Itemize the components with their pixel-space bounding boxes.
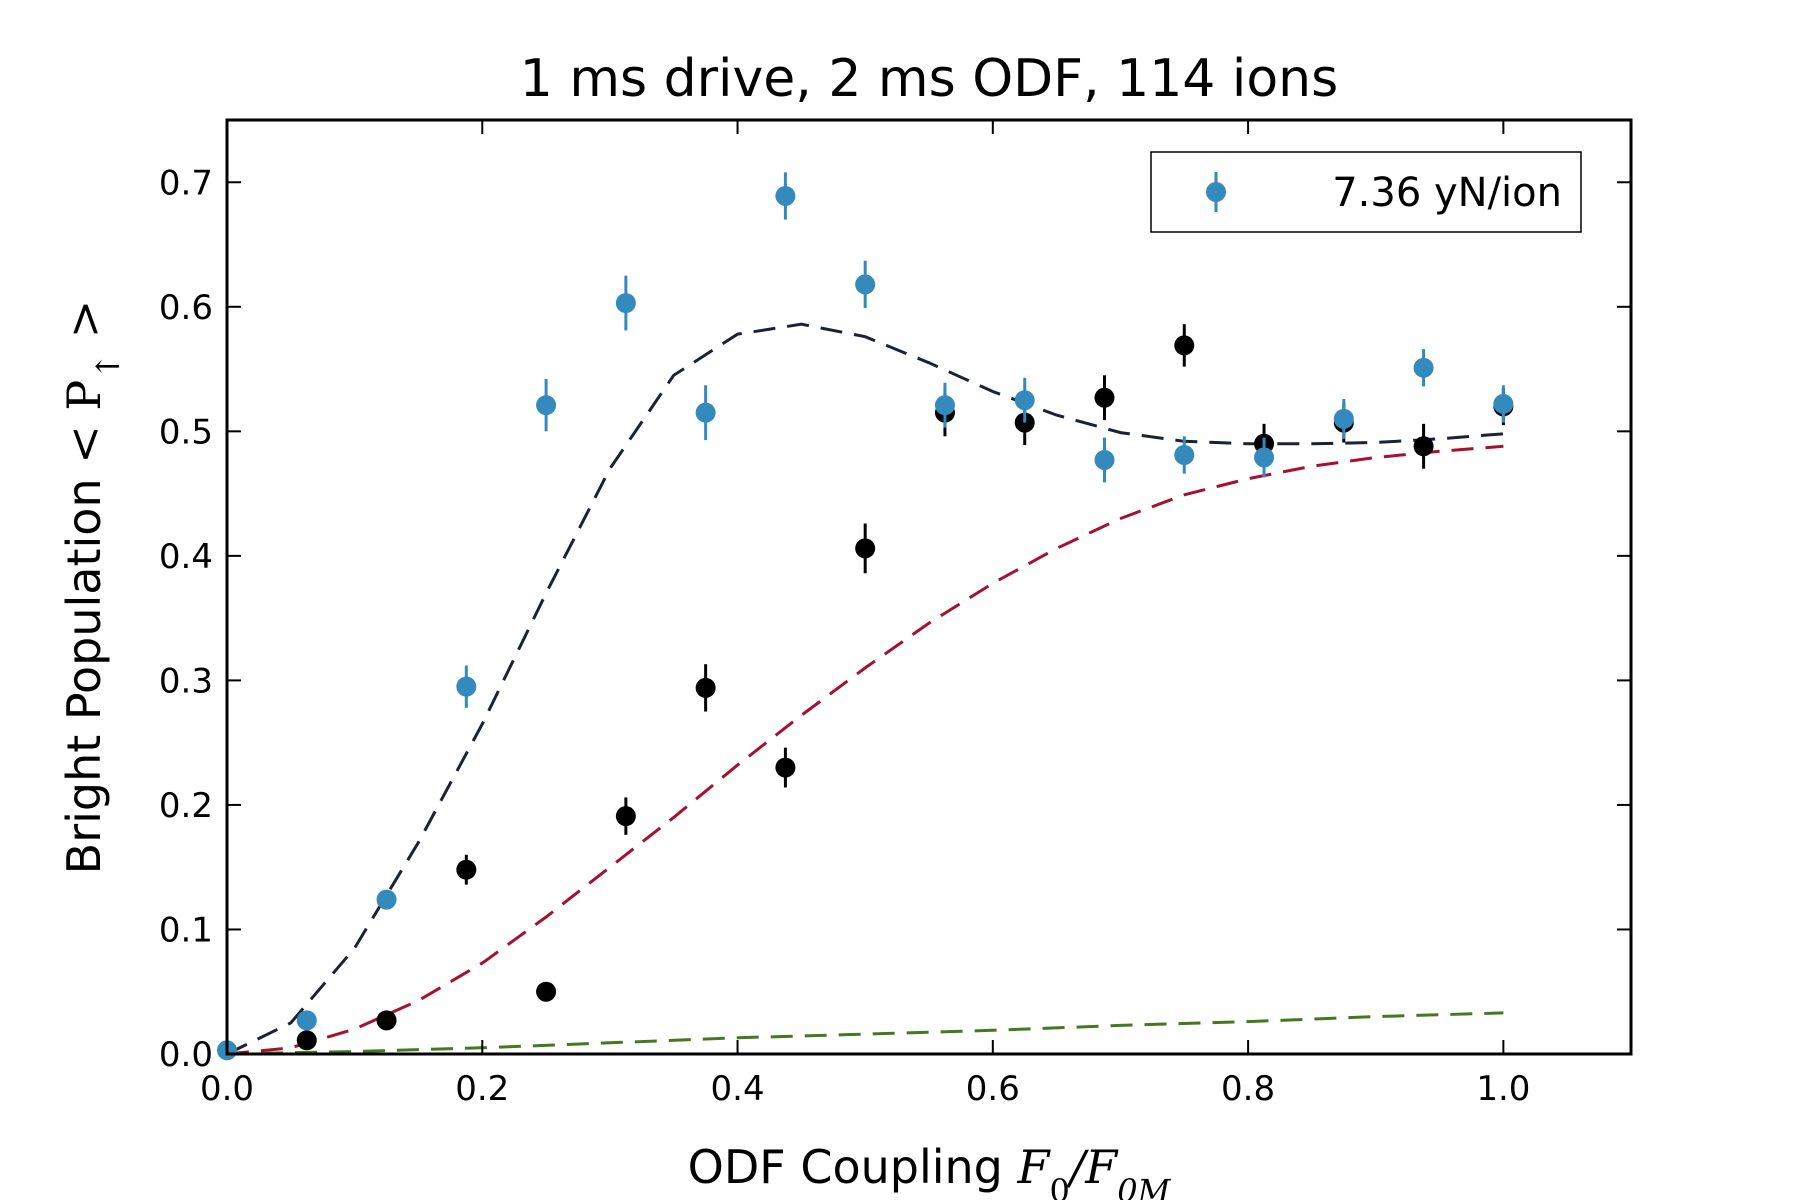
x-tick-label: 0.0: [200, 1069, 254, 1109]
data-point: [376, 889, 397, 910]
data-point: [855, 274, 876, 295]
data-point: [536, 981, 557, 1002]
fit-curve-3: [226, 444, 1504, 1056]
y-tick-label: 0.7: [159, 163, 213, 203]
data-point: [456, 859, 477, 880]
data-point: [536, 395, 557, 416]
y-tick-label: 0.5: [159, 412, 213, 452]
data-point: [1493, 393, 1514, 414]
data-point: [775, 185, 796, 206]
data-point: [296, 1030, 317, 1051]
data-point: [934, 395, 955, 416]
data-point: [1174, 444, 1195, 465]
x-axis-label-math: F0/F0M: [1017, 1140, 1172, 1200]
x-tick-label: 0.2: [455, 1069, 509, 1109]
data-point: [376, 1010, 397, 1031]
y-tick-label: 0.3: [159, 661, 213, 701]
chart-title: 1 ms drive, 2 ms ODF, 114 ions: [520, 49, 1338, 109]
legend-label: 7.36 yN/ion: [1332, 170, 1562, 216]
data-point: [855, 538, 876, 559]
data-point: [296, 1010, 317, 1031]
x-tick-label: 0.4: [711, 1069, 765, 1109]
data-point: [695, 402, 716, 423]
y-tick-label: 0.6: [159, 288, 213, 328]
data-point: [775, 757, 796, 778]
fit-curve-2: [226, 322, 1504, 1056]
axis-ticks: 0.0 0.2 0.4 0.6 0.8 1.0 0.0 0.1 0.2 0.3 0.4 0.5 0.6 0…: [159, 120, 1631, 1109]
legend-marker: [1206, 182, 1226, 202]
plot-frame: [225, 118, 1633, 1056]
data-point: [615, 806, 636, 827]
x-tick-label: 0.8: [1221, 1069, 1275, 1109]
y-tick-label: 0.1: [159, 910, 213, 950]
x-axis-label-text: ODF Coupling: [688, 1140, 1003, 1194]
fit-curve-4: [226, 1011, 1504, 1056]
data-point: [1014, 390, 1035, 411]
x-axis-label: ODF Coupling F0/F0M: [688, 1140, 1172, 1200]
data-point: [1333, 408, 1354, 429]
data-point: [1174, 335, 1195, 356]
data-point: [695, 677, 716, 698]
y-tick-label: 0.2: [159, 786, 213, 826]
y-axis-label-text: Bright Population: [57, 478, 111, 874]
data-point: [1254, 447, 1275, 468]
data-point: [456, 676, 477, 697]
x-tick-label: 0.6: [966, 1069, 1020, 1109]
data-point: [615, 293, 636, 314]
data-point: [1094, 449, 1115, 470]
y-axis-label-math: < P↑ >: [57, 300, 127, 464]
y-tick-label: 0.0: [159, 1035, 213, 1075]
data-point: [1413, 357, 1434, 378]
data-point: [1413, 436, 1434, 457]
plot-area: [217, 172, 1514, 1061]
x-tick-label: 1.0: [1476, 1069, 1530, 1109]
y-axis-label: Bright Population < P↑ >: [57, 300, 127, 875]
data-point: [1094, 387, 1115, 408]
legend: 7.36 yN/ion: [1150, 151, 1582, 233]
y-tick-label: 0.4: [159, 537, 213, 577]
